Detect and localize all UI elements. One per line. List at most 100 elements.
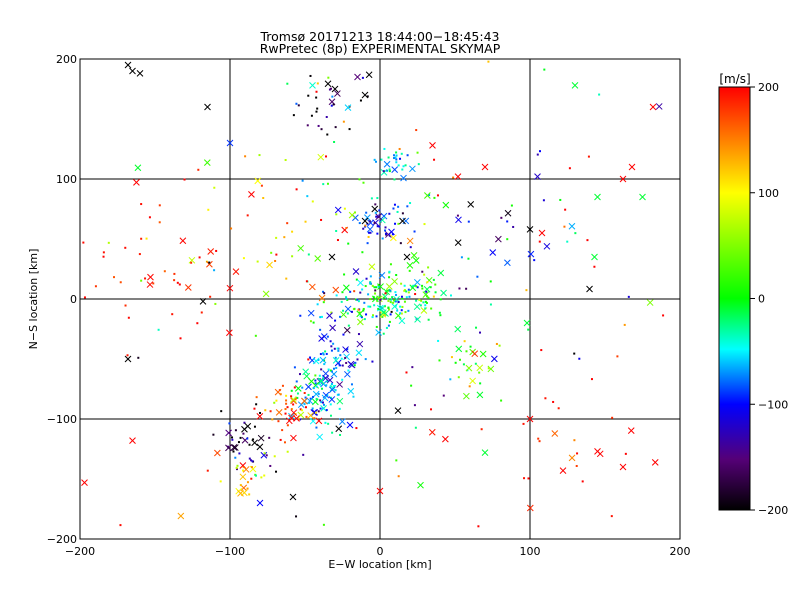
data-point-cross: [260, 451, 268, 459]
data-point-dot: [395, 154, 398, 157]
data-point-dot: [410, 384, 413, 387]
data-point-dot: [398, 147, 401, 150]
data-point-cross: [179, 237, 187, 245]
data-point-cross: [256, 413, 264, 420]
data-point-dot: [318, 374, 321, 377]
data-point-dot: [438, 359, 441, 362]
data-point-dot: [254, 334, 257, 337]
data-point-dot: [359, 291, 362, 294]
data-point-dot: [374, 160, 377, 163]
data-point-cross: [454, 173, 462, 180]
data-point-dot: [322, 376, 325, 379]
data-point-dot: [399, 157, 402, 160]
data-point-cross: [347, 387, 355, 395]
data-point-dot: [388, 298, 391, 301]
data-point-dot: [119, 281, 122, 284]
data-point-dot: [312, 321, 315, 324]
data-point-dot: [290, 408, 293, 411]
data-point-dot: [479, 382, 482, 385]
data-point-dot: [527, 477, 530, 480]
data-point-dot: [575, 464, 578, 467]
data-point-dot: [119, 524, 122, 527]
data-point-cross: [336, 397, 344, 405]
data-point-dot: [158, 221, 161, 224]
data-point-dot: [538, 150, 541, 153]
data-point-cross: [357, 318, 364, 326]
data-point-dot: [463, 340, 466, 343]
data-point-cross: [463, 392, 470, 400]
data-point-dot: [367, 305, 370, 308]
data-point-cross: [206, 260, 213, 268]
data-point-dot: [285, 402, 288, 405]
data-point-dot: [359, 99, 362, 102]
data-point-cross: [639, 193, 646, 201]
data-point-dot: [334, 356, 337, 359]
data-point-dot: [321, 401, 324, 404]
data-point-dot: [284, 159, 287, 162]
data-point-dot: [376, 232, 379, 235]
data-point-cross: [249, 465, 257, 473]
data-point-dot: [375, 215, 378, 218]
data-point-dot: [308, 401, 311, 404]
data-point-dot: [346, 348, 349, 351]
data-point-cross: [568, 454, 576, 462]
colorbar: [718, 86, 751, 511]
data-point-dot: [316, 107, 319, 110]
data-point-dot: [235, 468, 238, 471]
data-point-dot: [338, 315, 341, 318]
data-point-dot: [409, 246, 412, 249]
data-point-dot: [277, 420, 280, 423]
data-point-cross: [331, 85, 339, 93]
data-point-dot: [279, 438, 282, 441]
data-point-dot: [243, 421, 246, 424]
data-point-dot: [392, 207, 395, 210]
data-point-dot: [329, 396, 332, 399]
data-point-dot: [315, 110, 318, 113]
data-point-dot: [275, 236, 278, 239]
data-point-dot: [285, 399, 288, 402]
data-point-dot: [281, 429, 284, 432]
data-point-cross: [375, 213, 383, 221]
data-point-dot: [367, 235, 370, 238]
data-point-dot: [408, 295, 411, 298]
data-point-cross: [382, 310, 389, 317]
data-point-dot: [299, 408, 302, 411]
data-point-dot: [126, 354, 129, 357]
data-point-dot: [566, 240, 569, 243]
data-point-dot: [411, 366, 414, 369]
data-point-dot: [334, 319, 337, 322]
data-point-dot: [387, 324, 390, 327]
data-point-dot: [397, 205, 400, 208]
data-point-dot: [190, 261, 193, 264]
data-point-cross: [423, 192, 431, 199]
data-point-cross: [289, 493, 297, 501]
data-point-dot: [322, 523, 325, 526]
data-point-cross: [328, 386, 336, 394]
data-point-dot: [384, 226, 387, 229]
data-point-dot: [307, 358, 310, 361]
data-point-cross: [594, 448, 601, 455]
data-point-dot: [346, 312, 349, 315]
data-point-dot: [391, 296, 394, 299]
data-point-dot: [627, 295, 630, 298]
data-point-cross: [526, 504, 534, 512]
data-point-dot: [332, 342, 335, 345]
data-point-cross: [399, 217, 406, 225]
data-point-cross: [251, 439, 258, 447]
data-point-dot: [384, 232, 387, 235]
data-point-cross: [266, 261, 273, 269]
data-point-dot: [355, 278, 358, 281]
data-point-dot: [330, 349, 333, 352]
data-point-dot: [425, 290, 428, 293]
data-point-dot: [342, 309, 345, 312]
data-point-dot: [374, 292, 377, 295]
data-point-dot: [337, 349, 340, 352]
data-point-cross: [332, 357, 340, 364]
data-point-dot: [107, 241, 110, 244]
chart-title: Tromsø 20171213 18:44:00−18:45:43: [260, 29, 500, 44]
data-point-dot: [527, 328, 530, 331]
data-point-cross: [409, 165, 416, 173]
data-point-cross: [655, 103, 663, 110]
data-point-dot: [415, 285, 418, 288]
data-point-dot: [467, 220, 470, 223]
